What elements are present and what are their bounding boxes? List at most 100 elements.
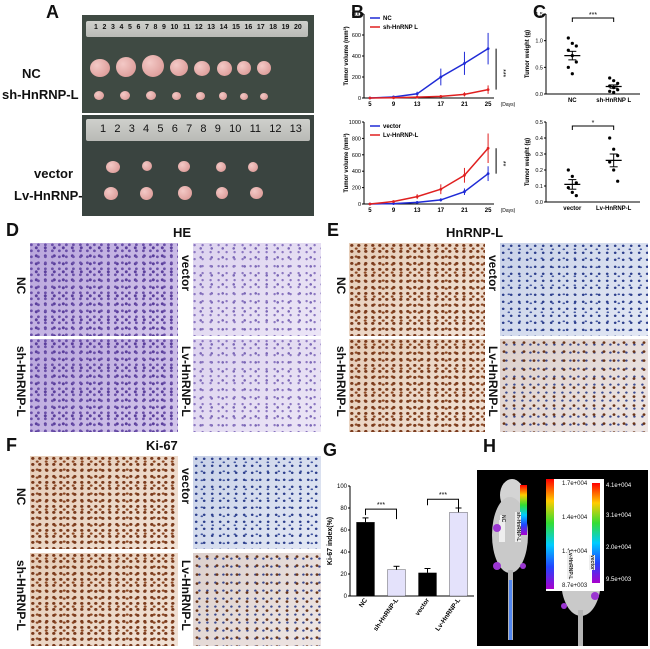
y-tick-label: 800 xyxy=(352,136,361,142)
signal-spot xyxy=(561,603,567,609)
ki67-lv-image xyxy=(193,553,321,646)
data-point xyxy=(392,202,395,205)
ruler-tick-label: 3 xyxy=(128,123,135,135)
tumor xyxy=(172,92,181,100)
data-point xyxy=(608,136,612,140)
y-tick-label: 20 xyxy=(340,572,347,578)
significance-bracket xyxy=(571,17,615,22)
series-line xyxy=(369,88,489,99)
colorbar-legend-2 xyxy=(592,483,600,583)
ruler-tick-label: 14 xyxy=(219,24,228,31)
tumor xyxy=(260,93,268,100)
colorbar-1 xyxy=(520,485,527,535)
tumor-photo-top: 1 2 3 4 5 6 7 8 9 10 11 12 13 14 15 16 17 18 19 20 xyxy=(82,15,314,113)
ruler-tick-label: 1 xyxy=(100,123,107,135)
significance-label: *** xyxy=(589,12,597,19)
row-label-nc: NC xyxy=(22,66,41,81)
chart-g: 0 20 40 60 80 100 Ki-67 index(%) NC sh-HnRNP-L ve… xyxy=(327,484,474,633)
data-point xyxy=(566,36,570,40)
data-point xyxy=(486,172,490,176)
x-tick-label: 25 xyxy=(485,102,492,108)
data-point xyxy=(608,76,612,80)
data-point xyxy=(608,89,612,93)
scale2-max: 4.1e+004 xyxy=(606,483,632,489)
e-label-nc: NC xyxy=(334,277,348,295)
he-vector-image xyxy=(193,243,321,336)
chart-c1: 0.0 0.5 1.0 1.5 Tumor weight (g) NC sh-HnRNP L… xyxy=(525,12,640,104)
y-tick-label: 800 xyxy=(352,12,361,18)
data-point xyxy=(439,75,443,79)
tumor xyxy=(146,91,156,100)
legend-label: sh-HnRNP L xyxy=(383,25,418,31)
data-point xyxy=(368,96,372,100)
x-tick-label: 25 xyxy=(485,208,492,214)
x-tick-label: NC xyxy=(568,98,577,104)
ruler-tick-label: 3 xyxy=(111,24,115,31)
ruler-tick-label: 15 xyxy=(232,24,240,31)
tumor xyxy=(196,92,205,100)
scale2-min: 9.5e+003 xyxy=(606,577,632,583)
tumor xyxy=(94,91,104,100)
data-point xyxy=(566,168,570,172)
e-label-sh: sh-HnRNP-L xyxy=(334,346,348,417)
ruler-tick-label: 16 xyxy=(244,24,253,31)
y-tick-label: 0.5 xyxy=(535,120,543,126)
y-tick-label: 60 xyxy=(340,528,347,534)
ruler-tick-label: 17 xyxy=(256,24,265,31)
y-tick-label: 0 xyxy=(358,202,361,208)
data-point xyxy=(570,72,574,76)
row-label-lv: Lv-HnRNP-L xyxy=(14,188,91,203)
d-label-vector: vector xyxy=(179,255,193,292)
x-tick-label: 17 xyxy=(437,208,444,214)
scale1-min: 8.7e+003 xyxy=(562,583,588,589)
significance-label: ** xyxy=(499,161,506,167)
panel-d-title: HE xyxy=(173,225,192,240)
panel-f-title: Ki-67 xyxy=(146,438,178,453)
tumor-photo-bottom: 1 2 3 4 5 6 7 8 9 10 11 12 13 xyxy=(82,115,314,216)
x-tick-label: 21 xyxy=(461,208,468,214)
tumor xyxy=(219,92,227,100)
y-tick-label: 1.5 xyxy=(535,12,543,18)
mouse2-label: Lv-HnRNP-L xyxy=(567,550,573,580)
he-sh-image xyxy=(30,339,178,432)
x-tick-label: Lv-HnRNP-L xyxy=(596,206,632,212)
ruler-tick-label: 5 xyxy=(128,24,132,31)
scale1-2: 1.4e+004 xyxy=(562,515,588,521)
data-point xyxy=(463,190,466,194)
legend-label: NC xyxy=(383,16,392,22)
x-tick-label: 21 xyxy=(461,102,468,108)
tumor xyxy=(194,61,210,76)
hnrnpl-sh-image xyxy=(349,339,485,432)
y-tick-label: 1.0 xyxy=(535,39,543,45)
tumor xyxy=(248,162,258,172)
x-tick-label: sh-HnRNP L xyxy=(596,98,631,104)
ruler-tick-label: 4 xyxy=(119,24,124,31)
y-axis-label: Tumor volume (mm³) xyxy=(343,26,350,85)
x-tick-label: 17 xyxy=(437,102,444,108)
x-tick-label: 5 xyxy=(368,208,372,214)
panel-label-h: H xyxy=(483,436,496,456)
data-point xyxy=(570,190,574,194)
hnrnpl-lv-image xyxy=(500,339,648,432)
y-axis-label: Tumor weight (g) xyxy=(525,138,531,186)
x-tick-label: 13 xyxy=(414,208,421,214)
d-label-nc: NC xyxy=(14,277,28,295)
data-point xyxy=(486,47,490,51)
y-tick-label: 400 xyxy=(352,54,361,60)
significance-bracket xyxy=(571,125,615,130)
signal-tail xyxy=(509,580,512,640)
d-label-sh: sh-HnRNP-L xyxy=(14,346,28,417)
ruler-tick-label: 20 xyxy=(294,24,302,31)
ruler-tick-label: 1 xyxy=(94,24,98,31)
ruler-tick-label: 9 xyxy=(162,24,166,31)
y-axis-label: Ki-67 index(%) xyxy=(327,517,334,565)
ruler-tick-label: 10 xyxy=(229,123,242,135)
ruler-tick-label: 18 xyxy=(269,24,278,31)
ruler-tick-label: 13 xyxy=(207,24,216,31)
mouse-2-tail xyxy=(578,610,583,646)
x-tick-label: vector xyxy=(563,206,582,212)
data-point xyxy=(566,65,570,69)
data-point xyxy=(486,88,490,91)
data-point xyxy=(616,81,620,85)
y-tick-label: 200 xyxy=(352,75,361,81)
